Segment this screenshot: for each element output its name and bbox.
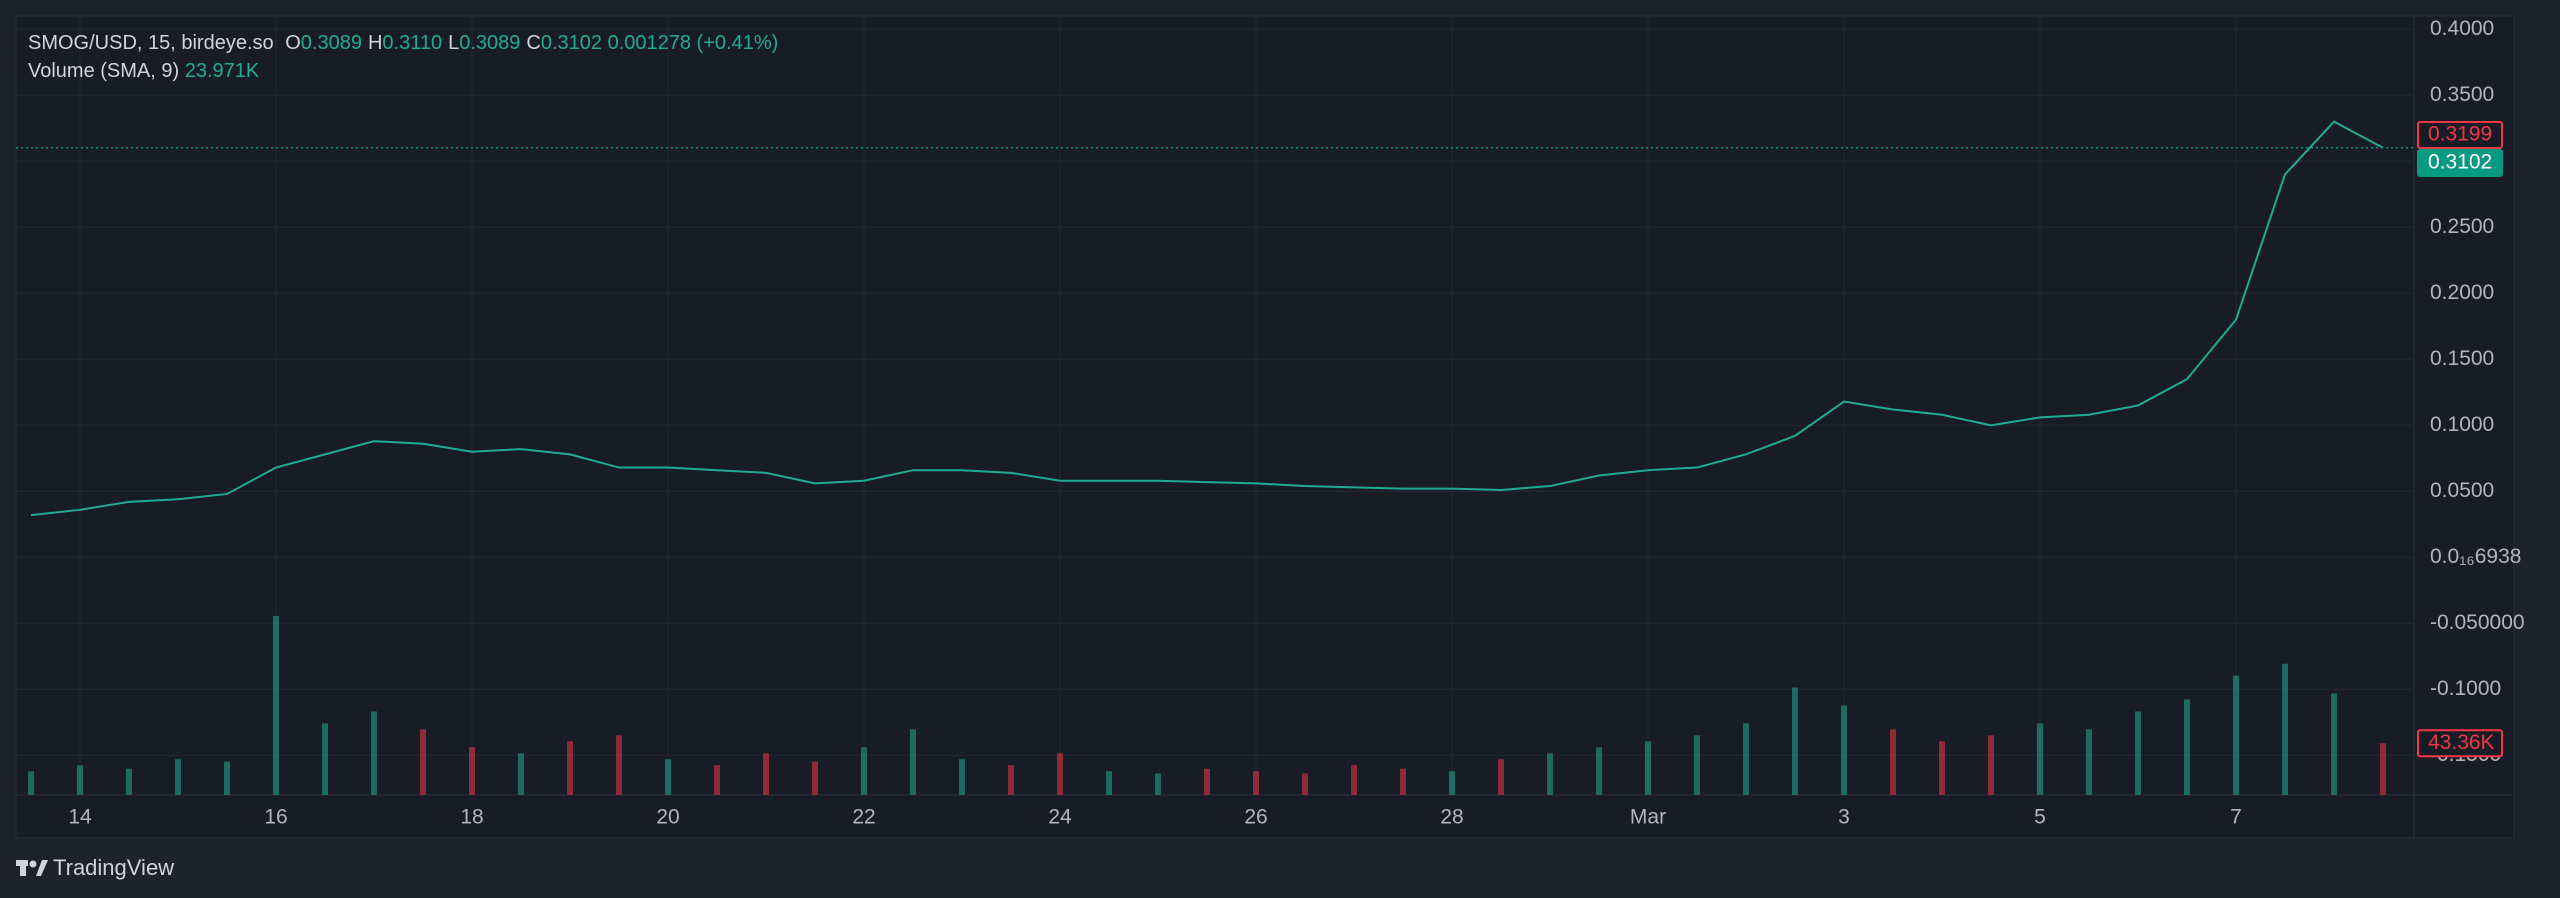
volume-bar [1596, 747, 1602, 795]
volume-bar [1841, 705, 1847, 795]
volume-bar [1890, 729, 1896, 795]
price-tag [2417, 120, 2503, 149]
volume-bar [567, 741, 573, 795]
volume-bar [175, 759, 181, 795]
x-tick-label: 22 [852, 806, 875, 829]
tradingview-logo [16, 860, 48, 876]
volume-bar [1939, 741, 1945, 795]
x-tick-label: Mar [1630, 806, 1666, 829]
x-tick-label: 3 [1838, 806, 1850, 829]
volume-bar [2380, 743, 2386, 795]
ohlc-value: 0.3102 [540, 32, 603, 54]
volume-bar [812, 761, 818, 795]
x-tick-label: 14 [68, 806, 92, 829]
y-tick-label: -0.1000 [2430, 677, 2501, 700]
volume-value: 23.971K [184, 60, 260, 82]
y-tick-label: 0.0₁₆6938 [2430, 545, 2521, 568]
x-tick-label: 26 [1244, 806, 1267, 829]
volume-bar [763, 753, 769, 795]
volume-bar [322, 723, 328, 795]
volume-bar [1155, 773, 1161, 795]
volume-bar [371, 711, 377, 795]
volume-bar [1547, 753, 1553, 795]
volume-tag [2417, 729, 2503, 758]
volume-bar [2282, 663, 2288, 795]
x-tick-label: 18 [460, 806, 483, 829]
footer-brand: TradingView [53, 855, 174, 880]
price-tag [2417, 148, 2503, 177]
y-tick-label: 0.4000 [2430, 17, 2494, 40]
price-tag-label: 0.3199 [2428, 123, 2492, 146]
y-tick-label: 0.3500 [2430, 83, 2494, 106]
symbol: SMOG/USD, 15, birdeye.so [28, 32, 274, 54]
x-tick-label: 16 [264, 806, 287, 829]
volume-bar [273, 615, 279, 795]
y-tick-label: 0.0500 [2430, 479, 2494, 502]
y-tick-label: -0.050000 [2430, 611, 2525, 634]
x-tick-label: 28 [1440, 806, 1463, 829]
volume-bar [2086, 729, 2092, 795]
x-tick-label: 5 [2034, 806, 2046, 829]
volume-bar [77, 765, 83, 795]
ohlc-value: 0.3110 [382, 32, 443, 54]
volume-bar [1694, 735, 1700, 795]
y-tick-label: 0.2000 [2430, 281, 2494, 304]
chart-pane [15, 15, 2515, 839]
volume-bar [1106, 771, 1112, 795]
volume-bar [861, 747, 867, 795]
ohlc-label: H [367, 32, 383, 54]
volume-bar [1057, 753, 1063, 795]
volume-bar [469, 747, 475, 795]
volume-bar [616, 735, 622, 795]
ohlc-label: L [448, 32, 460, 54]
volume-bar [126, 768, 132, 795]
ohlc-value: 0.3089 [459, 32, 521, 54]
volume-bar [1743, 723, 1749, 795]
volume-bar [665, 759, 671, 795]
volume-bar [420, 729, 426, 795]
volume-bar [1008, 765, 1014, 795]
volume-bar [1253, 771, 1259, 795]
volume-bar [910, 729, 916, 795]
ohlc-value: 0.3089 [300, 32, 362, 54]
volume-bar [2331, 693, 2337, 795]
volume-bar [1204, 768, 1210, 795]
volume-bar [2135, 711, 2141, 795]
volume-bar [1498, 759, 1504, 795]
change: 0.001278 (+0.41%) [607, 32, 779, 54]
y-tick-label: 0.2500 [2430, 215, 2494, 238]
volume-bar [1400, 768, 1406, 795]
volume-bar [959, 759, 965, 795]
symbol-legend: SMOG/USD, 15, birdeye.so O0.3089 H0.3110 L… [28, 32, 778, 55]
volume-bar [1645, 741, 1651, 795]
volume-bar [28, 771, 34, 795]
volume-bar [1449, 771, 1455, 795]
volume-bar [1351, 765, 1357, 795]
price-tag-label: 0.3102 [2428, 151, 2492, 174]
volume-bar [518, 753, 524, 795]
ohlc-label: O [285, 32, 301, 54]
volume-bar [714, 765, 720, 795]
volume-bar [2037, 723, 2043, 795]
x-tick-label: 20 [656, 806, 679, 829]
y-tick-label: 0.1000 [2430, 413, 2494, 436]
ohlc-label: C [526, 32, 541, 54]
y-tick-label: 0.1500 [2430, 347, 2494, 370]
volume-bar [1988, 735, 1994, 795]
volume-bar [2184, 699, 2190, 795]
volume-title: Volume (SMA, 9) [28, 60, 180, 82]
x-tick-label: 7 [2230, 806, 2242, 829]
volume-tag-label: 43.36K [2428, 731, 2495, 754]
volume-bar [1792, 687, 1798, 795]
x-tick-label: 24 [1048, 806, 1072, 829]
volume-legend: Volume (SMA, 9) 23.971K [28, 60, 259, 83]
price-line [30, 120, 2384, 517]
ohlc: O0.3089 H0.3110 L0.3089 C0.3102 [279, 32, 602, 54]
volume-bar [1302, 773, 1308, 795]
volume-bar [224, 761, 230, 795]
volume-bar [2233, 675, 2239, 795]
